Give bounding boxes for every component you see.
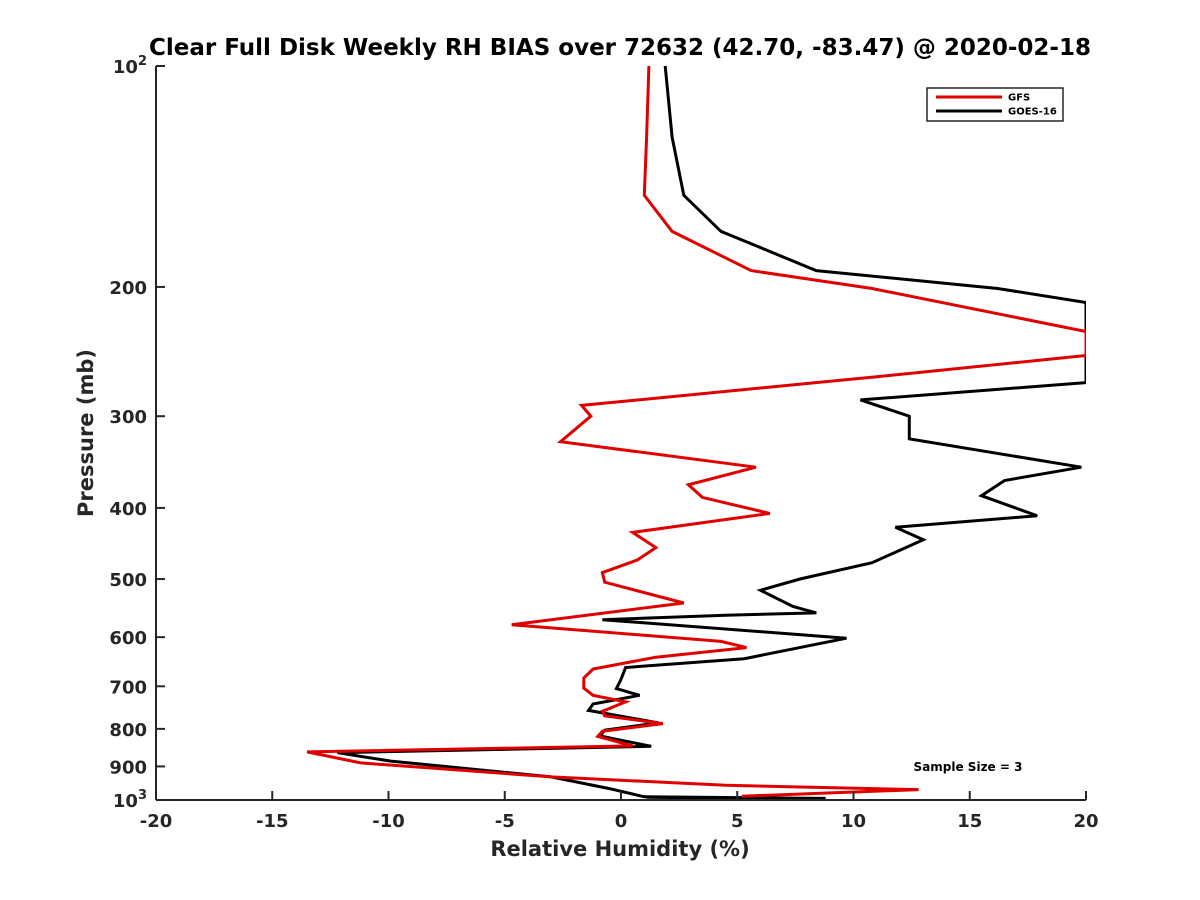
y-tick-label: 500 [109,570,147,591]
y-tick-label: 102 [113,54,147,78]
x-tick-label: -15 [256,811,289,832]
axes: -20 -15 -10 -5 0 5 10 15 20 102 200 300 400 500 600 700… [109,54,1098,832]
y-tick-label: 103 [113,788,147,812]
x-tick-label: -10 [372,811,405,832]
x-tick-label: 5 [731,811,744,832]
plot-area: -20 -15 -10 -5 0 5 10 15 20 102 200 300 400 500 600 700… [109,54,1098,832]
chart-title: Clear Full Disk Weekly RH BIAS over 7263… [149,35,1091,61]
x-tick-label: 20 [1073,811,1098,832]
y-tick-label: 400 [109,499,147,520]
x-tick-label: 0 [615,811,628,832]
y-tick-label: 300 [109,407,147,428]
legend-label-gfs: GFS [1008,93,1030,104]
y-tick-label: 200 [109,278,147,299]
x-tick-label: 10 [841,811,866,832]
legend-label-goes-16: GOES-16 [1008,107,1057,118]
x-axis-label: Relative Humidity (%) [490,837,749,861]
x-tick-label: 15 [957,811,982,832]
x-tick-label: -20 [140,811,173,832]
series-line-gfs [306,65,1086,798]
sample-size-annotation: Sample Size = 3 [914,760,1023,774]
y-tick-label: 900 [109,757,147,778]
y-tick-label: 700 [109,677,147,698]
y-axis-label: Pressure (mb) [74,349,98,517]
series-layer [306,65,1086,801]
legend: GFS GOES-16 [926,87,1064,122]
series-line-goes-16 [337,65,1086,801]
x-tick-label: -5 [495,811,515,832]
y-tick-label: 600 [109,628,147,649]
legend-box [926,87,1064,122]
y-tick-label: 800 [109,720,147,741]
